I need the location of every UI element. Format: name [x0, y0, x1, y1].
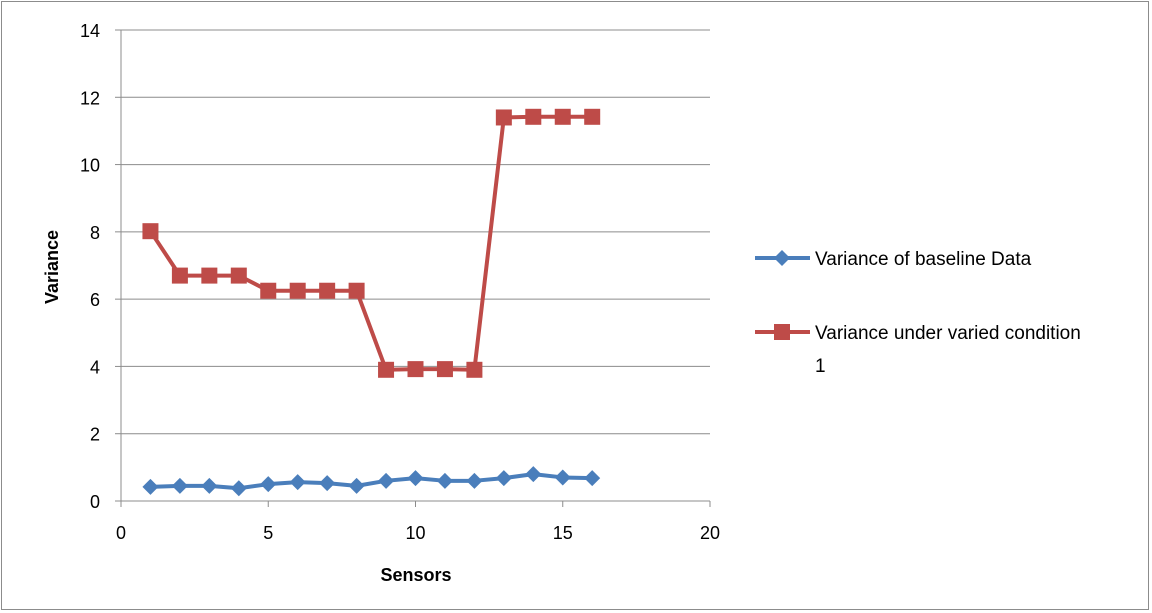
y-axis-title: Variance — [42, 230, 62, 304]
point-diamond-13 — [495, 470, 512, 487]
x-tick-labels: 0 5 10 15 20 — [116, 523, 720, 543]
point-diamond-3 — [201, 477, 218, 494]
point-square-7 — [319, 282, 336, 299]
point-diamond-1 — [142, 478, 159, 495]
point-diamond-12 — [466, 472, 483, 489]
series-line-0 — [150, 472, 593, 491]
point-diamond-5 — [260, 476, 277, 493]
y-tick-label-10: 10 — [80, 156, 100, 176]
x-tick-label-20: 20 — [700, 523, 720, 543]
y-tick-label-2: 2 — [90, 425, 100, 445]
x-tick-label-5: 5 — [263, 523, 273, 543]
point-diamond-11 — [436, 472, 453, 489]
point-square-11 — [436, 361, 453, 378]
y-tick-labels: 0 2 4 6 8 10 12 14 — [80, 21, 100, 512]
series-layer — [142, 108, 601, 497]
gridlines — [121, 29, 710, 435]
point-diamond-6 — [289, 474, 306, 491]
point-square-8 — [348, 282, 365, 299]
axes — [115, 29, 711, 507]
point-square-13 — [495, 109, 512, 126]
series-line-1 — [148, 114, 593, 372]
point-square-5 — [260, 282, 277, 299]
point-square-1 — [142, 223, 159, 240]
legend-label-baseline: Variance of baseline Data — [815, 249, 1032, 270]
point-square-4 — [230, 267, 247, 284]
point-diamond-14 — [525, 466, 542, 483]
point-diamond-16 — [584, 470, 601, 487]
legend: Variance of baseline Data Variance under… — [755, 249, 1081, 377]
x-tick-label-0: 0 — [116, 523, 126, 543]
point-square-9 — [378, 361, 395, 378]
point-square-3 — [201, 267, 218, 284]
point-diamond-7 — [319, 475, 336, 492]
x-tick-label-10: 10 — [405, 523, 425, 543]
point-square-16 — [584, 108, 601, 125]
point-diamond-15 — [554, 469, 571, 486]
legend-label-varied-line2: 1 — [815, 356, 826, 377]
y-tick-label-4: 4 — [90, 357, 100, 377]
point-square-10 — [407, 361, 424, 378]
point-square-15 — [554, 108, 571, 125]
series-1 — [142, 108, 601, 378]
point-square-14 — [525, 108, 542, 125]
point-square-6 — [289, 282, 306, 299]
y-tick-label-8: 8 — [90, 223, 100, 243]
legend-square-marker — [774, 324, 790, 340]
point-diamond-2 — [171, 477, 188, 494]
y-tick-label-14: 14 — [80, 21, 100, 41]
legend-item-baseline: Variance of baseline Data — [755, 249, 1032, 270]
point-diamond-10 — [407, 470, 424, 487]
y-tick-label-12: 12 — [80, 88, 100, 108]
y-tick-label-6: 6 — [90, 290, 100, 310]
series-0 — [142, 466, 601, 497]
legend-diamond-marker — [774, 250, 790, 266]
legend-label-varied: Variance under varied condition — [815, 323, 1081, 344]
y-tick-label-0: 0 — [90, 492, 100, 512]
point-square-12 — [466, 361, 483, 378]
legend-item-varied: Variance under varied condition 1 — [755, 323, 1081, 377]
x-tick-label-15: 15 — [553, 523, 573, 543]
point-square-2 — [171, 267, 188, 284]
x-axis-title: Sensors — [380, 565, 451, 585]
point-diamond-9 — [378, 472, 395, 489]
point-diamond-4 — [230, 480, 247, 497]
point-diamond-8 — [348, 477, 365, 494]
